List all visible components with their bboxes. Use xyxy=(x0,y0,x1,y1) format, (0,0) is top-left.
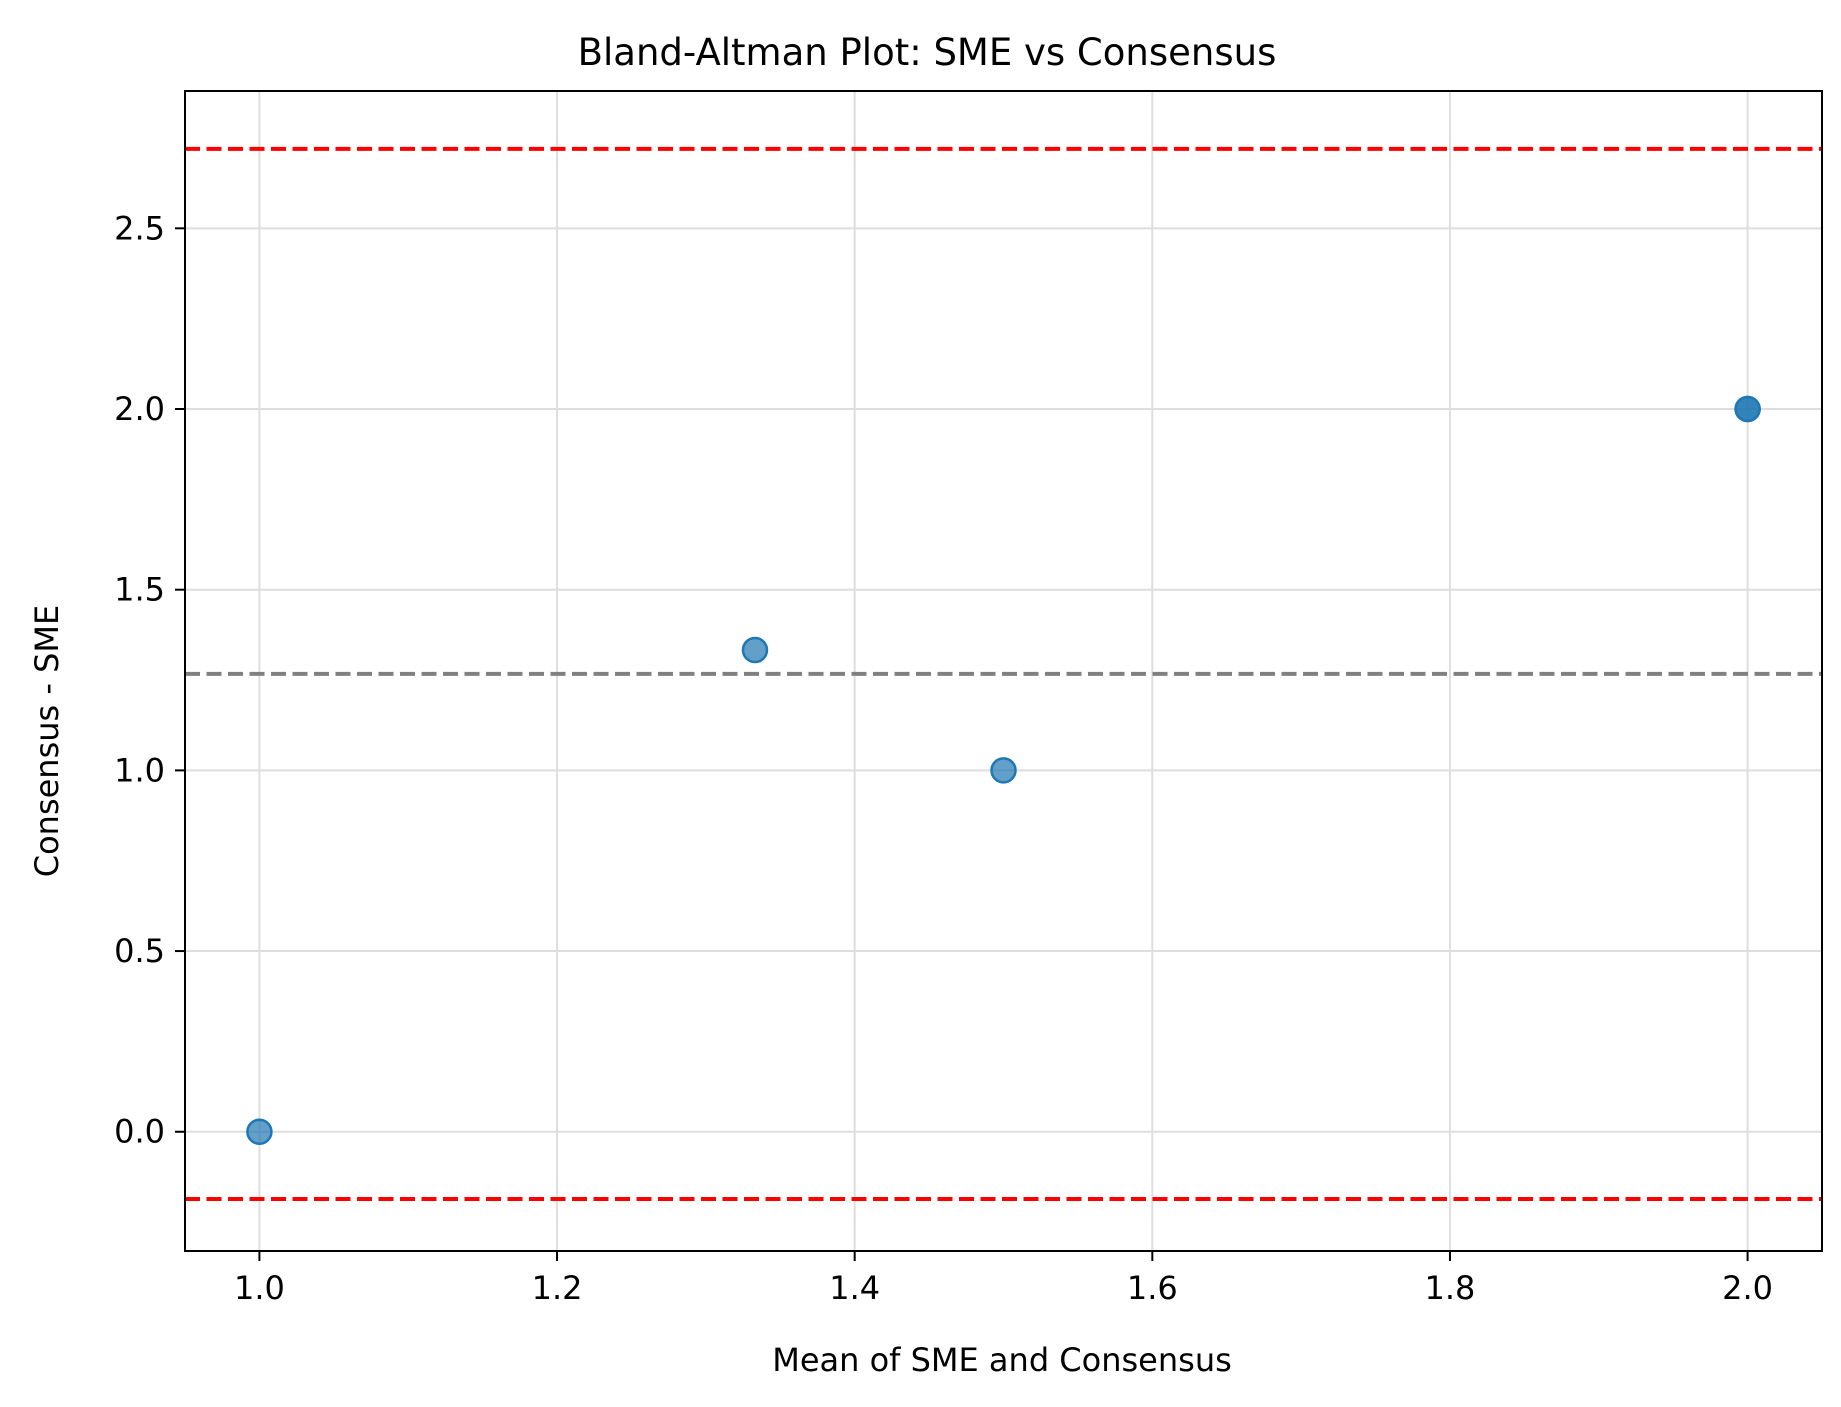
y-tick-label: 0.5 xyxy=(114,932,165,970)
axis-ticks: 1.0 1.2 1.4 1.6 1.8 2.0 0.0 0.5 1.0 1.5 2.0 2.5 xyxy=(114,209,1773,1307)
y-tick-label: 2.5 xyxy=(114,209,165,247)
x-tick-label: 1.2 xyxy=(532,1269,583,1307)
scatter-point xyxy=(741,636,769,664)
plot-frame xyxy=(184,90,1823,1252)
chart-title: Bland-Altman Plot: SME vs Consensus xyxy=(578,31,1277,74)
scatter-point xyxy=(246,1118,273,1145)
y-tick-label: 1.5 xyxy=(114,571,165,609)
x-tick-label: 1.4 xyxy=(829,1269,880,1307)
x-axis-label: Mean of SME and Consensus xyxy=(772,1341,1232,1379)
y-tick-label: 0.0 xyxy=(114,1113,165,1151)
scatter-points xyxy=(246,395,1761,1145)
scatter-point xyxy=(1734,395,1761,423)
y-tick-label: 2.0 xyxy=(114,390,165,428)
x-tick-label: 1.8 xyxy=(1425,1269,1476,1307)
scatter-point xyxy=(990,757,1017,784)
x-tick-label: 1.0 xyxy=(234,1269,285,1307)
reference-lines xyxy=(185,146,1822,1201)
x-tick-label: 1.6 xyxy=(1127,1269,1178,1307)
y-axis-label: Consensus - SME xyxy=(28,605,66,878)
x-tick-label: 2.0 xyxy=(1722,1269,1773,1307)
y-tick-label: 1.0 xyxy=(114,751,165,789)
